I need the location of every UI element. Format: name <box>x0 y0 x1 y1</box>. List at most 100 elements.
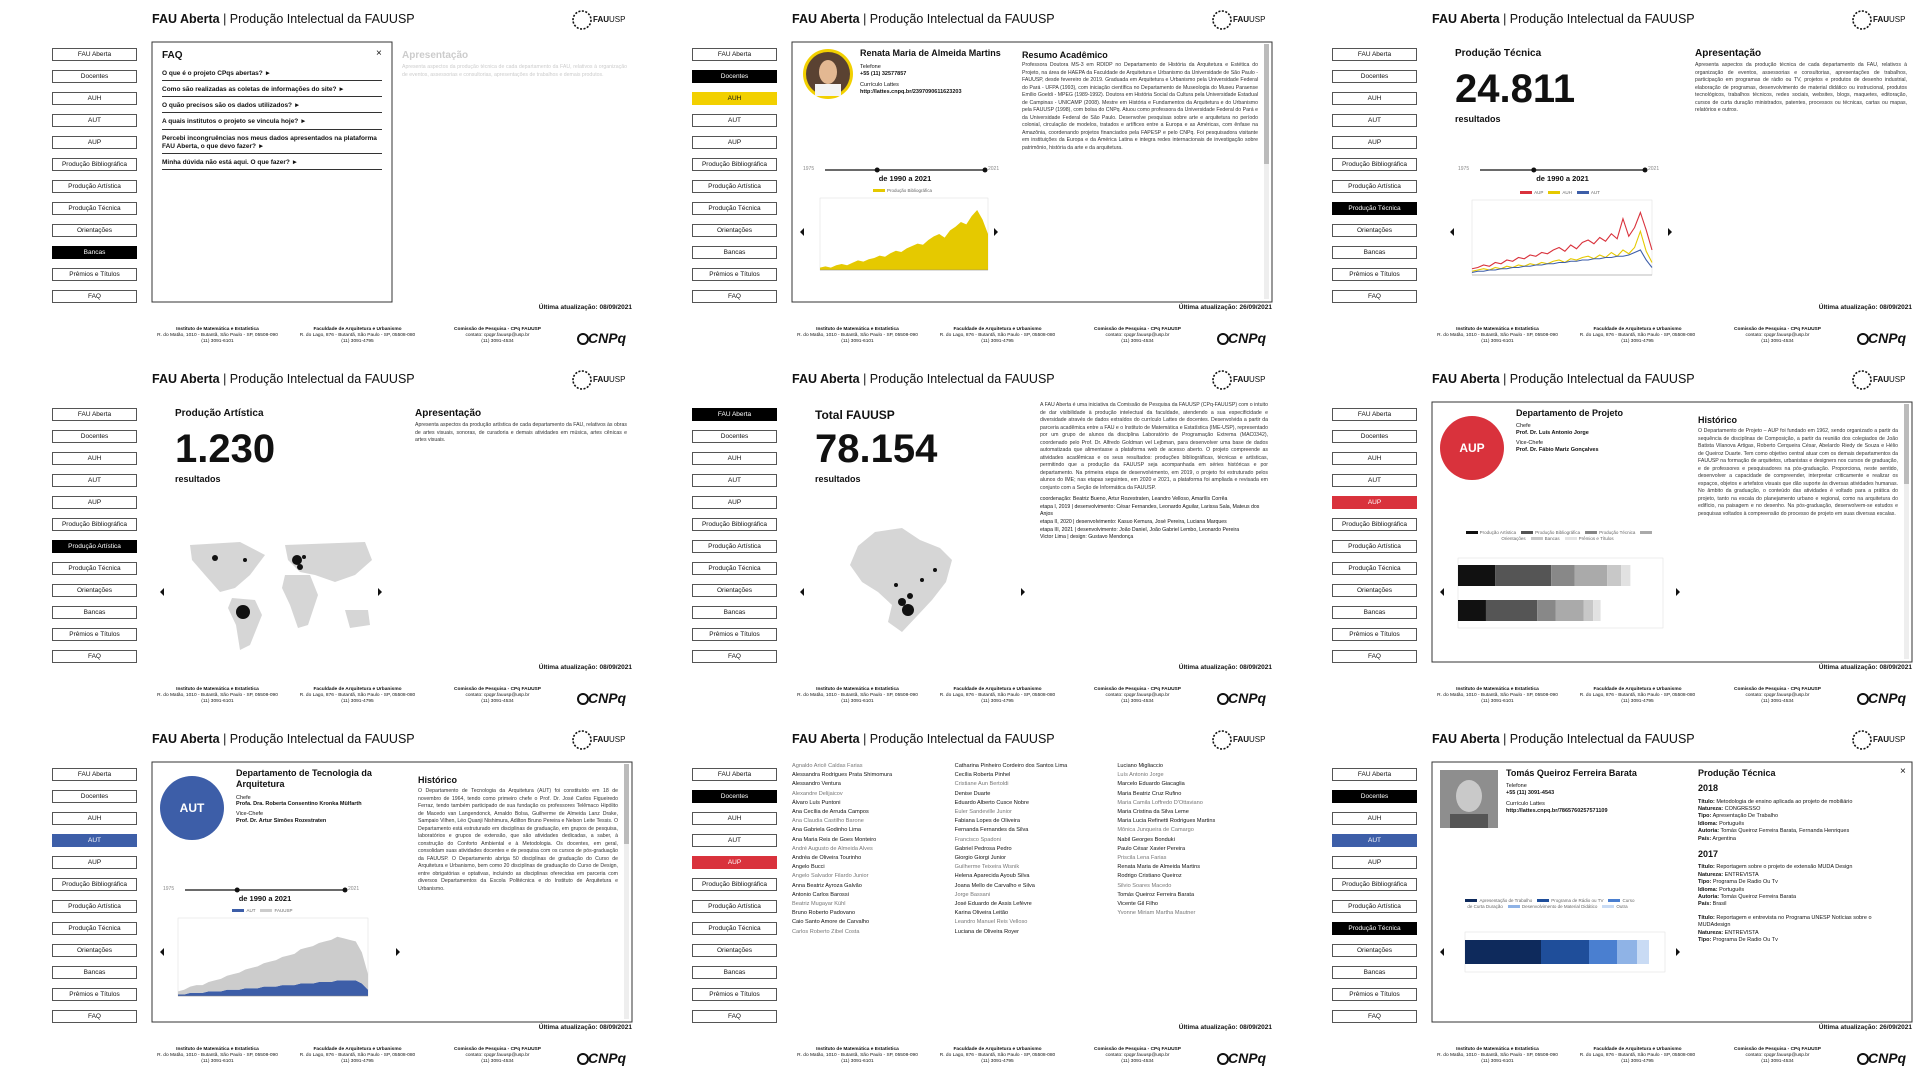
nav-item[interactable]: Produção Artística <box>692 540 777 553</box>
nav-item[interactable]: Produção Bibliográfica <box>52 158 137 171</box>
faq-question[interactable]: Minha dúvida não está aqui. O que fazer?… <box>162 157 382 170</box>
nav-item[interactable]: AUT <box>52 474 137 487</box>
nav-item[interactable]: Produção Bibliográfica <box>692 878 777 891</box>
nav-item[interactable]: FAU Aberta <box>1332 768 1417 781</box>
nav-item[interactable]: Docentes <box>1332 790 1417 803</box>
docente-name[interactable]: Karina Oliveira Leitão <box>954 910 1009 917</box>
docente-name[interactable]: Anna Beatriz Ayroza Galvão <box>792 882 862 889</box>
docente-name[interactable]: Cristiane Aun Bertoldi <box>954 781 1009 788</box>
docente-name[interactable]: Jorge Bassani <box>954 891 991 898</box>
nav-item[interactable]: Docentes <box>52 70 137 83</box>
docente-name[interactable]: Renata Maria de Almeida Martins <box>1117 864 1201 871</box>
docente-name[interactable]: Angelo Bucci <box>792 864 825 871</box>
nav-item[interactable]: Docentes <box>52 790 137 803</box>
nav-item[interactable]: Bancas <box>52 966 137 979</box>
nav-item[interactable]: Produção Técnica <box>1332 922 1417 935</box>
docente-name[interactable]: Francisco Spadoni <box>954 836 1001 843</box>
docente-name[interactable]: Rodrigo Cristiano Queiroz <box>1117 873 1182 880</box>
nav-item[interactable]: Produção Artística <box>1332 180 1417 193</box>
faq-question[interactable]: O que é o projeto CPqs abertas? ► <box>162 68 382 82</box>
nav-item[interactable]: AUP <box>692 136 777 149</box>
nav-item[interactable]: FAQ <box>1332 650 1417 663</box>
nav-item[interactable]: Produção Técnica <box>52 562 137 575</box>
nav-item[interactable]: Bancas <box>1332 966 1417 979</box>
nav-item[interactable]: Orientações <box>692 944 777 957</box>
docente-name[interactable]: Alessandro Ventura <box>792 781 841 788</box>
nav-item[interactable]: FAU Aberta <box>692 768 777 781</box>
nav-item[interactable]: Produção Bibliográfica <box>52 878 137 891</box>
nav-item[interactable]: Produção Técnica <box>692 202 777 215</box>
nav-item[interactable]: Produção Técnica <box>52 202 137 215</box>
docente-name[interactable]: Álvaro Luís Puntoni <box>792 799 841 806</box>
nav-item[interactable]: Prêmios e Títulos <box>1332 268 1417 281</box>
docente-name[interactable]: Eduardo Alberto Cusce Nobre <box>954 799 1029 806</box>
nav-item[interactable]: FAQ <box>52 650 137 663</box>
docente-name[interactable]: Alessandra Rodrigues Prata Shimomura <box>792 772 893 779</box>
faq-question[interactable]: Como são realizadas as coletas de inform… <box>162 84 382 98</box>
nav-item[interactable]: Orientações <box>1332 224 1417 237</box>
nav-item[interactable]: Produção Bibliográfica <box>1332 878 1417 891</box>
nav-item[interactable]: FAU Aberta <box>1332 48 1417 61</box>
docente-name[interactable]: Luciano Migliaccio <box>1117 763 1164 769</box>
nav-item[interactable]: AUT <box>52 114 137 127</box>
nav-item[interactable]: Orientações <box>1332 584 1417 597</box>
nav-item[interactable]: Produção Bibliográfica <box>52 518 137 531</box>
faq-question[interactable]: A quais institutos o projeto se vincula … <box>162 116 382 130</box>
nav-item[interactable]: Produção Artística <box>692 900 777 913</box>
nav-item[interactable]: AUH <box>692 92 777 105</box>
nav-item[interactable]: AUP <box>52 496 137 509</box>
nav-item[interactable]: FAU Aberta <box>1332 408 1417 421</box>
docente-name[interactable]: Antonio Carlos Barossi <box>792 891 849 898</box>
nav-item[interactable]: AUT <box>692 834 777 847</box>
docente-name[interactable]: Luís Antonio Jorge <box>1117 772 1164 779</box>
nav-item[interactable]: FAQ <box>692 1010 777 1023</box>
lattes-link[interactable]: http://lattes.cnpq.br/7865760257571109 <box>1506 807 1608 814</box>
nav-item[interactable]: AUT <box>1332 474 1417 487</box>
docente-name[interactable]: Maria Camila Loffredo D'Ottaviano <box>1117 799 1203 806</box>
faq-question[interactable]: O quão precisos são os dados utilizados?… <box>162 100 382 114</box>
nav-item[interactable]: Orientações <box>52 584 137 597</box>
docente-name[interactable]: Maria Lucia Refinetti Rodrigues Martins <box>1117 818 1216 825</box>
nav-item[interactable]: Produção Bibliográfica <box>692 518 777 531</box>
nav-item[interactable]: Produção Bibliográfica <box>692 158 777 171</box>
nav-item[interactable]: AUP <box>52 856 137 869</box>
docente-name[interactable]: Angelo Salvador Filardo Junior <box>792 873 869 880</box>
docente-name[interactable]: Ana Cecília de Arruda Campos <box>792 809 869 816</box>
docente-name[interactable]: Giorgio Giorgi Junior <box>954 855 1006 862</box>
nav-item[interactable]: Produção Técnica <box>1332 202 1417 215</box>
nav-item[interactable]: AUP <box>52 136 137 149</box>
docente-name[interactable]: Beatriz Mugayar Kühl <box>792 901 846 908</box>
docente-name[interactable]: Silvio Soares Macedo <box>1117 882 1172 889</box>
nav-item[interactable]: AUP <box>692 496 777 509</box>
nav-item[interactable]: Prêmios e Títulos <box>1332 628 1417 641</box>
docente-name[interactable]: Maria Beatriz Cruz Rufino <box>1117 790 1182 797</box>
nav-item[interactable]: FAQ <box>1332 290 1417 303</box>
docente-name[interactable]: Ana Gabriela Godinho Lima <box>792 827 862 834</box>
nav-item[interactable]: Orientações <box>1332 944 1417 957</box>
lattes-link[interactable]: http://lattes.cnpq.br/2397090611623203 <box>860 88 962 95</box>
nav-item[interactable]: Bancas <box>1332 606 1417 619</box>
docente-name[interactable]: Paulo César Xavier Pereira <box>1117 845 1186 852</box>
nav-item[interactable]: Produção Técnica <box>692 922 777 935</box>
nav-item[interactable]: Orientações <box>52 224 137 237</box>
nav-item[interactable]: FAQ <box>1332 1010 1417 1023</box>
docente-name[interactable]: Priscila Lena Farias <box>1117 855 1167 862</box>
nav-item[interactable]: Prêmios e Títulos <box>1332 988 1417 1001</box>
docente-name[interactable]: José Eduardo de Assis Lefèvre <box>954 901 1032 908</box>
docente-name[interactable]: Andréa de Oliveira Tourinho <box>792 855 862 862</box>
nav-item[interactable]: AUH <box>692 452 777 465</box>
docente-name[interactable]: Luciana de Oliveira Royer <box>954 928 1020 935</box>
nav-item[interactable]: AUT <box>1332 114 1417 127</box>
docente-name[interactable]: Nabil Georges Bonduki <box>1117 836 1175 843</box>
nav-item[interactable]: Docentes <box>692 430 777 443</box>
docente-name[interactable]: Denise Duarte <box>954 790 991 797</box>
docente-name[interactable]: Yvonne Miriam Martha Mautner <box>1117 910 1196 917</box>
nav-item[interactable]: AUH <box>1332 92 1417 105</box>
nav-item[interactable]: Docentes <box>1332 70 1417 83</box>
docente-name[interactable]: Vicente Gil Filho <box>1117 901 1158 908</box>
nav-item[interactable]: Produção Técnica <box>692 562 777 575</box>
nav-item[interactable]: Orientações <box>52 944 137 957</box>
docente-name[interactable]: Tomás Queiroz Ferreira Barata <box>1117 891 1195 898</box>
nav-item[interactable]: Prêmios e Títulos <box>692 268 777 281</box>
nav-item[interactable]: Prêmios e Títulos <box>692 988 777 1001</box>
